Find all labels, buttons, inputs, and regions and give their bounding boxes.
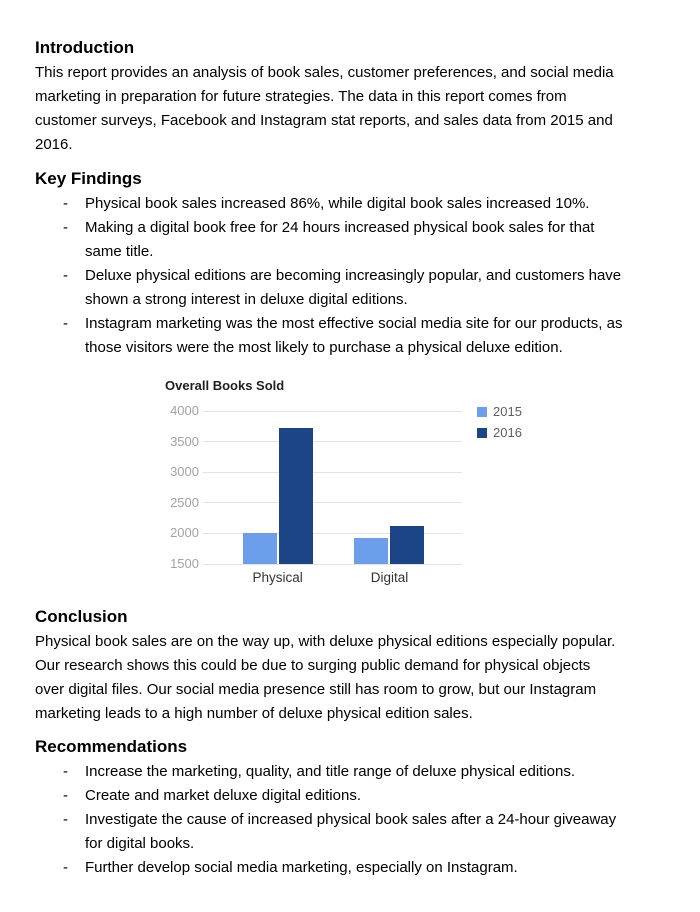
conclusion-paragraph: Physical book sales are on the way up, w… xyxy=(35,633,616,722)
grid-line xyxy=(203,532,462,534)
legend-item: 2016 xyxy=(477,426,522,440)
list-item: - Physical book sales increased 86%, whil… xyxy=(35,192,667,216)
recommendations-list: - Increase the marketing, quality, and ti… xyxy=(35,760,667,880)
y-tick-label: 1500 xyxy=(170,556,199,571)
list-item-text: Instagram marketing was the most effecti… xyxy=(85,315,623,356)
section-heading-conclusion: Conclusion xyxy=(35,607,128,626)
list-item-text: Increase the marketing, quality, and tit… xyxy=(85,763,576,780)
legend-label: 2016 xyxy=(493,425,522,440)
grid-line xyxy=(203,441,462,443)
list-item: - Increase the marketing, quality, and ti… xyxy=(35,760,667,784)
chart-bar xyxy=(278,428,313,564)
y-tick-label: 4000 xyxy=(170,403,199,418)
bullet-dash: - xyxy=(63,219,68,236)
section-heading-introduction: Introduction xyxy=(35,38,135,57)
y-tick-label: 3500 xyxy=(170,433,199,449)
section-key-findings: Key Findings - Physical book sales increa… xyxy=(35,169,667,360)
x-category-label: Physical xyxy=(252,570,303,585)
list-item-text: Create and market deluxe digital edition… xyxy=(85,787,361,804)
legend-label: 2015 xyxy=(493,404,522,419)
section-conclusion: Conclusion Physical book sales are on th… xyxy=(35,607,667,726)
chart-bar xyxy=(354,537,389,564)
list-item: - Investigate the cause of increased phys… xyxy=(35,808,667,856)
grid-line xyxy=(203,410,462,412)
list-item-text: Investigate the cause of increased physi… xyxy=(85,811,617,852)
list-item-text: Further develop social media marketing, … xyxy=(85,859,518,876)
y-tick-label: 2000 xyxy=(170,525,199,541)
chart-title: Overall Books Sold xyxy=(165,378,285,393)
overall-books-sold-chart[interactable]: Overall Books Sold 1500 2000 2500 3000 3500 4… xyxy=(163,378,538,590)
key-findings-list: - Physical book sales increased 86%, whil… xyxy=(35,192,667,360)
list-item-text: Deluxe physical editions are becoming in… xyxy=(85,267,622,308)
bullet-dash: - xyxy=(63,787,68,804)
list-item: - Create and market deluxe digital editio… xyxy=(35,784,667,808)
introduction-paragraph: This report provides an analysis of book… xyxy=(35,64,614,153)
bullet-dash: - xyxy=(63,315,68,332)
section-heading-recommendations: Recommendations xyxy=(35,737,188,756)
y-tick-label: 3000 xyxy=(170,464,199,480)
legend-swatch xyxy=(477,428,487,438)
legend-swatch xyxy=(477,407,487,417)
bullet-dash: - xyxy=(63,763,68,780)
list-item: - Further develop social media marketing,… xyxy=(35,856,667,880)
x-category-label: Digital xyxy=(370,570,409,585)
bullet-dash: - xyxy=(63,267,68,284)
bullet-dash: - xyxy=(63,859,68,876)
list-item: - Deluxe physical editions are becoming i… xyxy=(35,264,667,312)
list-item: - Making a digital book free for 24 hours… xyxy=(35,216,667,264)
y-tick-label: 2500 xyxy=(170,494,199,510)
list-item: - Instagram marketing was the most effect… xyxy=(35,312,667,360)
legend-item: 2015 xyxy=(477,405,522,419)
section-introduction: Introduction This report provides an ana… xyxy=(35,38,667,157)
section-heading-key-findings: Key Findings xyxy=(35,169,142,188)
bullet-dash: - xyxy=(63,195,68,212)
bullet-dash: - xyxy=(63,811,68,828)
chart-bar xyxy=(242,533,277,564)
chart-bar xyxy=(390,526,425,564)
grid-line xyxy=(203,471,462,473)
grid-line xyxy=(203,502,462,504)
grid-line xyxy=(203,563,462,565)
list-item-text: Physical book sales increased 86%, while… xyxy=(85,195,590,212)
section-recommendations: Recommendations - Increase the marketing,… xyxy=(35,737,667,880)
list-item-text: Making a digital book free for 24 hours … xyxy=(85,219,595,260)
